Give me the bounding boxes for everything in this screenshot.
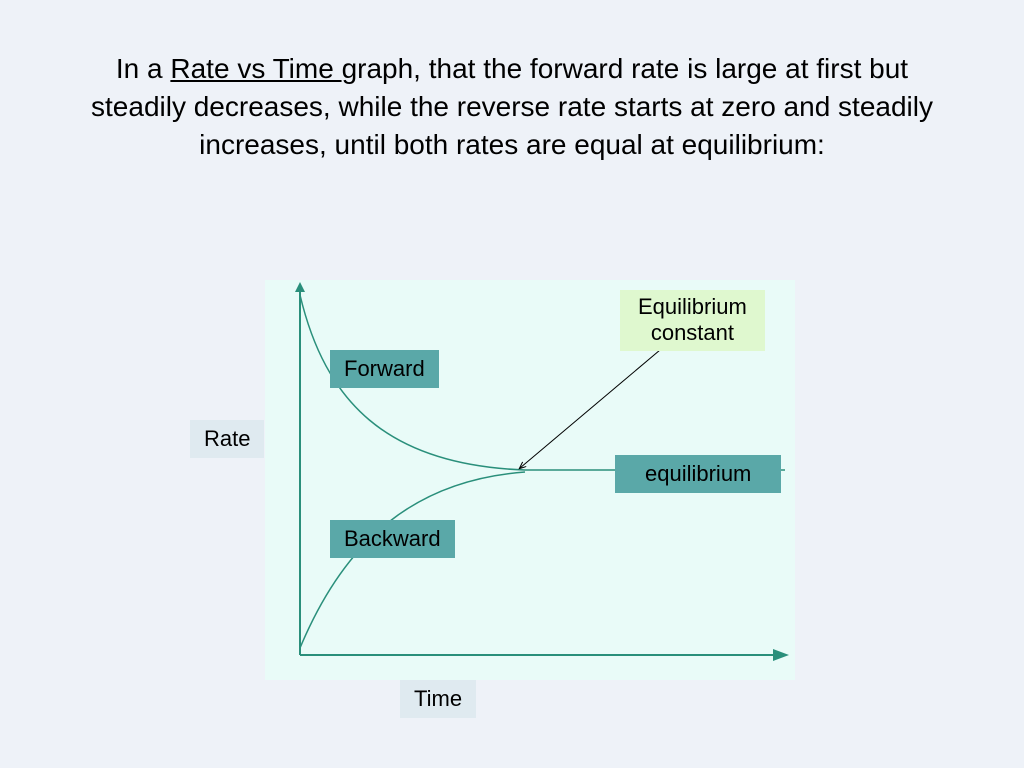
backward-rate-curve <box>300 472 525 648</box>
equilibrium-constant-label: Equilibrium constant <box>620 290 765 351</box>
y-axis-label: Rate <box>190 420 264 458</box>
eq-const-line2: constant <box>651 320 734 345</box>
y-axis-arrowhead <box>295 282 305 292</box>
forward-label: Forward <box>330 350 439 388</box>
backward-label: Backward <box>330 520 455 558</box>
title-prefix: In a <box>116 53 170 84</box>
slide-title: In a Rate vs Time graph, that the forwar… <box>80 50 944 163</box>
equilibrium-label: equilibrium <box>615 455 781 493</box>
eq-const-line1: Equilibrium <box>638 294 747 319</box>
title-underlined: Rate vs Time <box>170 53 341 84</box>
x-axis-label: Time <box>400 680 476 718</box>
